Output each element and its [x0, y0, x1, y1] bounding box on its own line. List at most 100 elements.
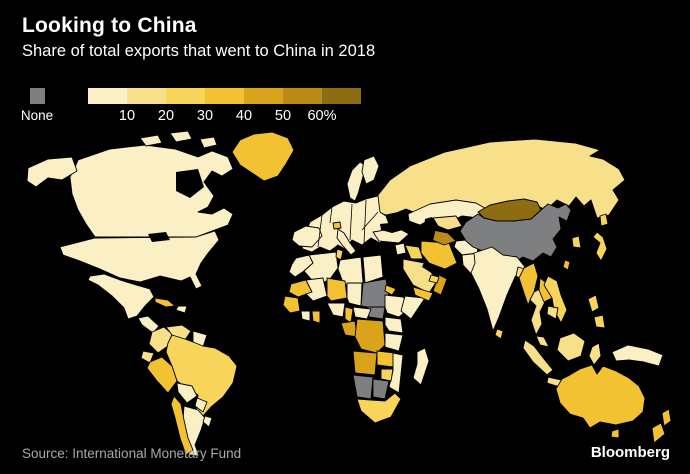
country-mongolia	[477, 198, 542, 222]
europe-internal-borders	[317, 199, 379, 248]
page-title: Looking to China	[22, 14, 197, 37]
legend-tick-50: 50	[274, 108, 292, 124]
region-gabon-congo	[340, 320, 358, 338]
country-japan-main	[592, 231, 608, 262]
country-south-korea	[571, 235, 582, 249]
country-eritrea	[384, 284, 397, 296]
country-oman	[432, 274, 448, 296]
legend-none-swatch	[30, 88, 45, 104]
country-madagascar	[412, 347, 430, 386]
country-bolivia	[176, 382, 198, 404]
bloomberg-logo: Bloomberg	[590, 444, 670, 461]
country-zambia	[376, 350, 396, 368]
legend-tick-20: 20	[157, 108, 175, 124]
country-uruguay	[202, 415, 213, 428]
legend-bucket-3	[205, 88, 244, 104]
country-taiwan	[562, 259, 571, 271]
region-uganda-kenya	[384, 316, 404, 334]
country-new-zealand-south	[651, 422, 666, 444]
country-malaysia	[535, 335, 550, 348]
island-tasmania	[610, 428, 620, 439]
country-ghana	[311, 310, 321, 324]
legend-tick-10: 10	[118, 108, 136, 124]
country-mexico	[87, 273, 155, 320]
country-somalia	[400, 295, 426, 320]
country-drc	[354, 318, 386, 354]
country-namibia	[352, 374, 374, 400]
legend-bucket-5	[283, 88, 322, 104]
arctic-island	[139, 134, 163, 147]
water-caspian-sea	[424, 217, 436, 241]
legend-bucket-6	[322, 88, 361, 104]
country-paraguay	[194, 397, 208, 413]
region-iberia	[291, 225, 323, 248]
region-levant	[394, 242, 407, 256]
country-hispaniola	[175, 305, 188, 314]
country-cameroon	[344, 306, 354, 324]
country-yemen	[412, 286, 434, 302]
country-venezuela	[165, 324, 192, 341]
country-ivory-coast	[300, 310, 311, 322]
island-borneo	[556, 332, 586, 362]
legend-bucket-1	[127, 88, 166, 104]
country-niger	[326, 277, 348, 302]
legend-bucket-0	[88, 88, 127, 104]
country-philippines-luzon	[587, 294, 600, 313]
page-subtitle: Share of total exports that went to Chin…	[22, 42, 376, 60]
country-chile	[170, 395, 194, 456]
country-india	[470, 246, 526, 332]
country-philippines-mindanao	[593, 314, 606, 329]
country-iraq	[404, 244, 424, 260]
region-senegal-guinea	[282, 295, 301, 314]
country-nigeria	[326, 302, 346, 318]
country-egypt	[362, 254, 384, 284]
country-vietnam	[543, 275, 568, 324]
country-alaska	[26, 156, 78, 188]
country-cuba	[154, 297, 176, 308]
legend-color-ramp	[88, 88, 361, 104]
water-great-lakes	[148, 232, 170, 242]
island-sulawesi	[588, 342, 602, 366]
legend-tick-40: 40	[235, 108, 253, 124]
country-italy	[336, 228, 357, 256]
country-uae	[428, 274, 440, 284]
island-sumatra	[522, 339, 554, 376]
country-uzbekistan	[432, 215, 463, 231]
water-persian-gulf	[422, 262, 436, 274]
source-credit: Source: International Monetary Fund	[22, 446, 242, 461]
country-south-africa	[356, 392, 402, 424]
region-central-america	[137, 315, 160, 334]
legend-tick-30: 30	[196, 108, 214, 124]
country-tanzania	[384, 332, 404, 352]
country-australia	[555, 364, 646, 429]
arctic-island	[199, 136, 218, 149]
country-zimbabwe	[380, 368, 394, 382]
country-finland	[361, 155, 380, 185]
country-mali	[305, 277, 328, 302]
country-mauritania	[288, 279, 313, 298]
country-peru	[146, 356, 178, 394]
country-sri-lanka	[494, 328, 504, 340]
country-greenland	[231, 131, 295, 182]
arctic-island	[169, 130, 193, 143]
legend: None 10 20 30 40 50 60%	[0, 88, 690, 124]
country-canada	[69, 144, 234, 238]
legend-tick-60%: 60%	[307, 108, 337, 124]
country-chad	[346, 282, 363, 307]
country-switzerland	[332, 221, 342, 230]
country-car	[352, 306, 372, 320]
country-japan-hokkaido	[599, 213, 609, 227]
water-hudson-bay	[176, 169, 204, 198]
country-botswana	[372, 378, 390, 400]
legend-bucket-4	[244, 88, 283, 104]
country-mozambique	[388, 352, 404, 394]
legend-bucket-2	[166, 88, 205, 104]
country-cambodia	[546, 305, 559, 320]
island-new-guinea	[611, 344, 664, 367]
water-black-sea	[380, 222, 406, 233]
country-angola	[352, 350, 378, 376]
country-usa	[59, 230, 220, 290]
country-new-zealand-north	[661, 408, 672, 427]
